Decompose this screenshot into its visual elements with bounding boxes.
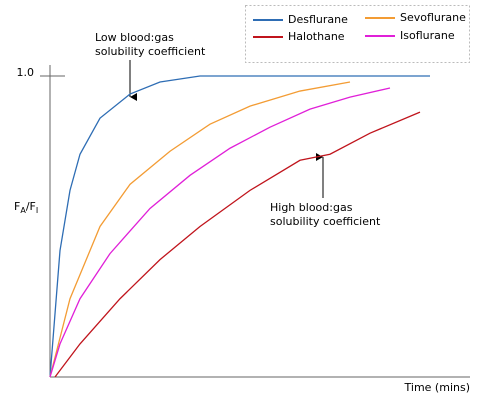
line xyxy=(49,75,430,378)
annotation: Low blood:gas xyxy=(95,31,174,44)
legend-label: Isoflurane xyxy=(400,29,455,42)
y-axis-label: FA/FI xyxy=(14,200,38,215)
annotation: High blood:gas xyxy=(270,201,353,214)
legend-label: Halothane xyxy=(288,30,345,43)
y-label-part: F xyxy=(14,200,20,213)
legend-box xyxy=(245,5,470,63)
y-label-part: /F xyxy=(26,200,36,213)
y-label-sub: I xyxy=(36,206,38,215)
line xyxy=(49,87,391,378)
y-label-sub: A xyxy=(20,206,26,215)
line xyxy=(49,81,351,378)
line xyxy=(54,111,421,378)
legend-label: Desflurane xyxy=(288,13,348,26)
x-axis-label: Time (mins) xyxy=(404,381,470,394)
legend-label: Sevoflurane xyxy=(400,11,466,24)
annotation: solubility coefficient xyxy=(270,215,381,228)
annotation: solubility coefficient xyxy=(95,45,206,58)
y-tick-label: 1.0 xyxy=(17,66,35,79)
